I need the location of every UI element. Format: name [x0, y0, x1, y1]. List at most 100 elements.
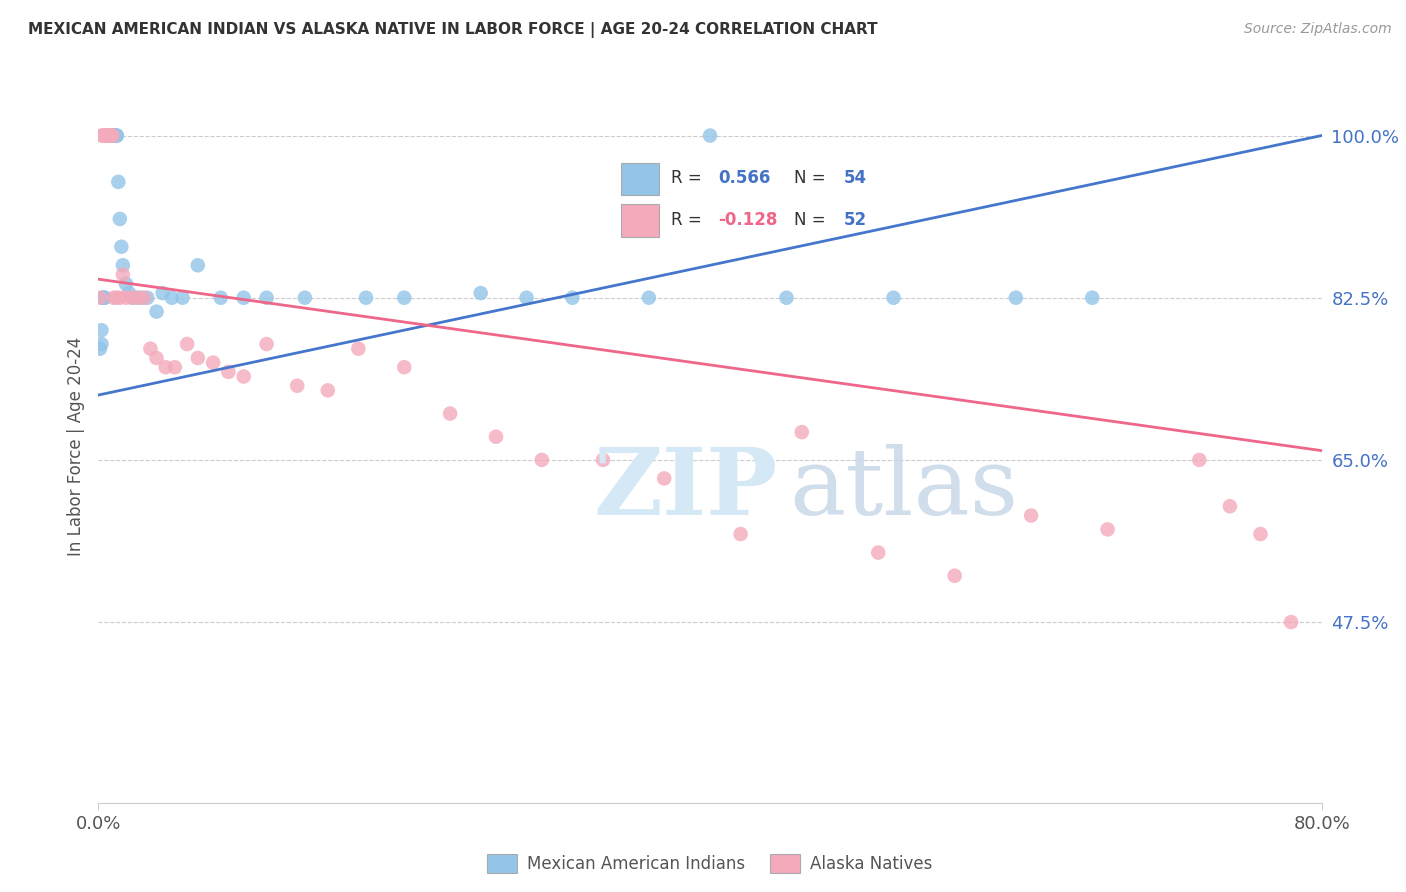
Point — [187, 351, 209, 365]
Point — [943, 568, 966, 582]
Point — [1279, 615, 1302, 629]
Point — [93, 291, 115, 305]
Point — [108, 211, 131, 226]
Point — [1249, 527, 1271, 541]
Point — [730, 527, 752, 541]
Point — [91, 128, 114, 143]
Point — [118, 286, 141, 301]
Point — [100, 128, 122, 143]
Point — [790, 425, 813, 439]
Point — [256, 291, 278, 305]
Point — [516, 291, 538, 305]
Point — [104, 128, 127, 143]
Text: atlas: atlas — [790, 444, 1019, 533]
Point — [100, 128, 122, 143]
Point — [1188, 453, 1211, 467]
Point — [93, 291, 115, 305]
Point — [775, 291, 797, 305]
Text: Source: ZipAtlas.com: Source: ZipAtlas.com — [1244, 22, 1392, 37]
Point — [121, 291, 143, 305]
Point — [98, 128, 121, 143]
Point — [470, 286, 492, 301]
Point — [105, 128, 128, 143]
Point — [127, 291, 149, 305]
Text: 52: 52 — [844, 211, 868, 229]
Point — [97, 128, 120, 143]
Point — [485, 430, 508, 444]
Point — [103, 128, 125, 143]
Point — [160, 291, 183, 305]
Point — [129, 291, 152, 305]
Point — [97, 128, 120, 143]
Point — [101, 128, 124, 143]
Point — [152, 286, 174, 301]
Point — [145, 304, 167, 318]
Point — [163, 360, 186, 375]
Point — [530, 453, 553, 467]
Point — [89, 291, 111, 305]
Point — [94, 128, 117, 143]
Point — [101, 128, 124, 143]
Point — [90, 323, 112, 337]
Y-axis label: In Labor Force | Age 20-24: In Labor Force | Age 20-24 — [66, 336, 84, 556]
Point — [285, 378, 308, 392]
Point — [98, 128, 121, 143]
Point — [316, 384, 339, 398]
Point — [115, 277, 138, 291]
Point — [232, 291, 254, 305]
Point — [125, 291, 148, 305]
Point — [101, 128, 124, 143]
Point — [232, 369, 254, 384]
Point — [100, 128, 122, 143]
Point — [98, 128, 121, 143]
Point — [94, 128, 117, 143]
Point — [94, 128, 117, 143]
Point — [209, 291, 232, 305]
Point — [637, 291, 661, 305]
Point — [90, 337, 112, 351]
Point — [294, 291, 316, 305]
Point — [105, 291, 128, 305]
Text: N =: N = — [794, 211, 831, 229]
Point — [111, 268, 134, 282]
Point — [89, 342, 111, 356]
Point — [1019, 508, 1042, 523]
Point — [97, 128, 120, 143]
Point — [883, 291, 905, 305]
Point — [100, 128, 122, 143]
Point — [561, 291, 583, 305]
Point — [136, 291, 159, 305]
Point — [139, 342, 162, 356]
Text: N =: N = — [794, 169, 831, 187]
Text: ZIP: ZIP — [593, 444, 778, 533]
Point — [592, 453, 614, 467]
Point — [172, 291, 194, 305]
Point — [108, 291, 131, 305]
Point — [103, 291, 125, 305]
Point — [392, 291, 416, 305]
Point — [217, 365, 239, 379]
Point — [111, 258, 134, 272]
Point — [1081, 291, 1104, 305]
Point — [97, 128, 120, 143]
Point — [176, 337, 198, 351]
Point — [93, 128, 115, 143]
Point — [256, 337, 278, 351]
Point — [354, 291, 377, 305]
Point — [104, 128, 127, 143]
Point — [121, 291, 143, 305]
Point — [868, 545, 890, 559]
Point — [107, 175, 129, 189]
Text: R =: R = — [671, 169, 707, 187]
Point — [187, 258, 209, 272]
Point — [115, 291, 138, 305]
Point — [94, 128, 117, 143]
Text: 0.566: 0.566 — [718, 169, 770, 187]
Point — [145, 351, 167, 365]
FancyBboxPatch shape — [621, 162, 659, 195]
Point — [91, 291, 114, 305]
Text: 54: 54 — [844, 169, 868, 187]
Point — [101, 128, 124, 143]
Point — [347, 342, 370, 356]
Text: R =: R = — [671, 211, 707, 229]
